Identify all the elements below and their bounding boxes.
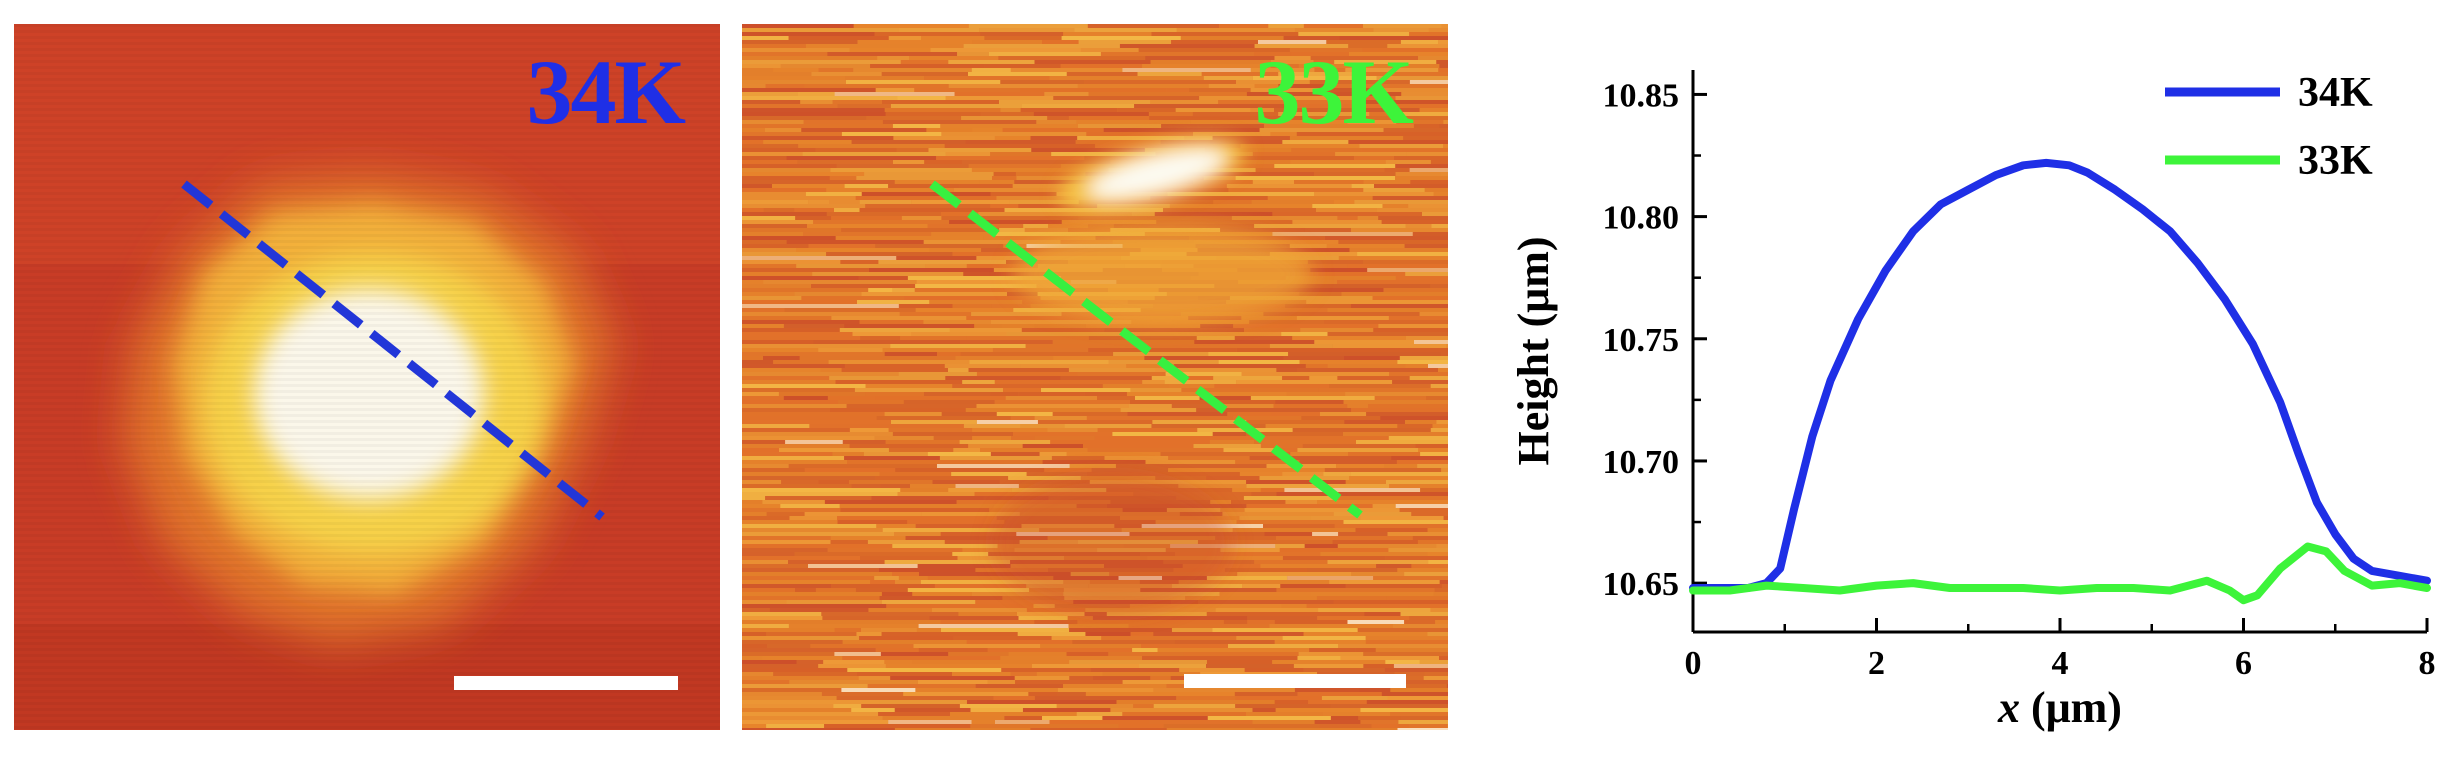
y-tick-label: 10.65 xyxy=(1603,566,1680,603)
panel-label-34k: 34K xyxy=(526,46,684,138)
x-tick-label: 6 xyxy=(2235,645,2252,682)
y-tick-label: 10.70 xyxy=(1603,444,1680,481)
scale-bar xyxy=(1184,674,1406,688)
x-tick-label: 2 xyxy=(1868,645,1885,682)
x-tick-label: 0 xyxy=(1685,645,1702,682)
y-axis-label: Height (μm) xyxy=(1509,236,1558,465)
y-tick-label: 10.85 xyxy=(1603,77,1680,114)
chart-canvas: 10.65 10.70 10.75 10.80 10.85 0 2 4 6 8 x (μm) Heig… xyxy=(1480,0,2456,754)
legend-label-34k: 34K xyxy=(2298,70,2373,116)
series-line-33k xyxy=(1693,547,2427,601)
series-line-34k xyxy=(1693,163,2427,588)
legend-label-33k: 33K xyxy=(2298,138,2373,184)
scale-bar xyxy=(454,676,678,690)
y-tick-label: 10.75 xyxy=(1603,322,1680,359)
x-tick-label: 4 xyxy=(2052,645,2069,682)
chart-series xyxy=(1693,163,2427,600)
x-tick-label: 8 xyxy=(2419,645,2436,682)
x-axis-label: x (μm) xyxy=(1997,683,2122,732)
height-profile-chart: 10.65 10.70 10.75 10.80 10.85 0 2 4 6 8 x (μm) Heig… xyxy=(1480,0,2456,754)
afm-image-33k: 33K xyxy=(742,24,1448,730)
afm-image-34k: 34K xyxy=(14,24,720,730)
panel-label-33k: 33K xyxy=(1254,46,1412,138)
y-tick-label: 10.80 xyxy=(1603,200,1680,237)
chart-axes: 10.65 10.70 10.75 10.80 10.85 0 2 4 6 8 x (μm) Heig… xyxy=(1509,70,2436,732)
